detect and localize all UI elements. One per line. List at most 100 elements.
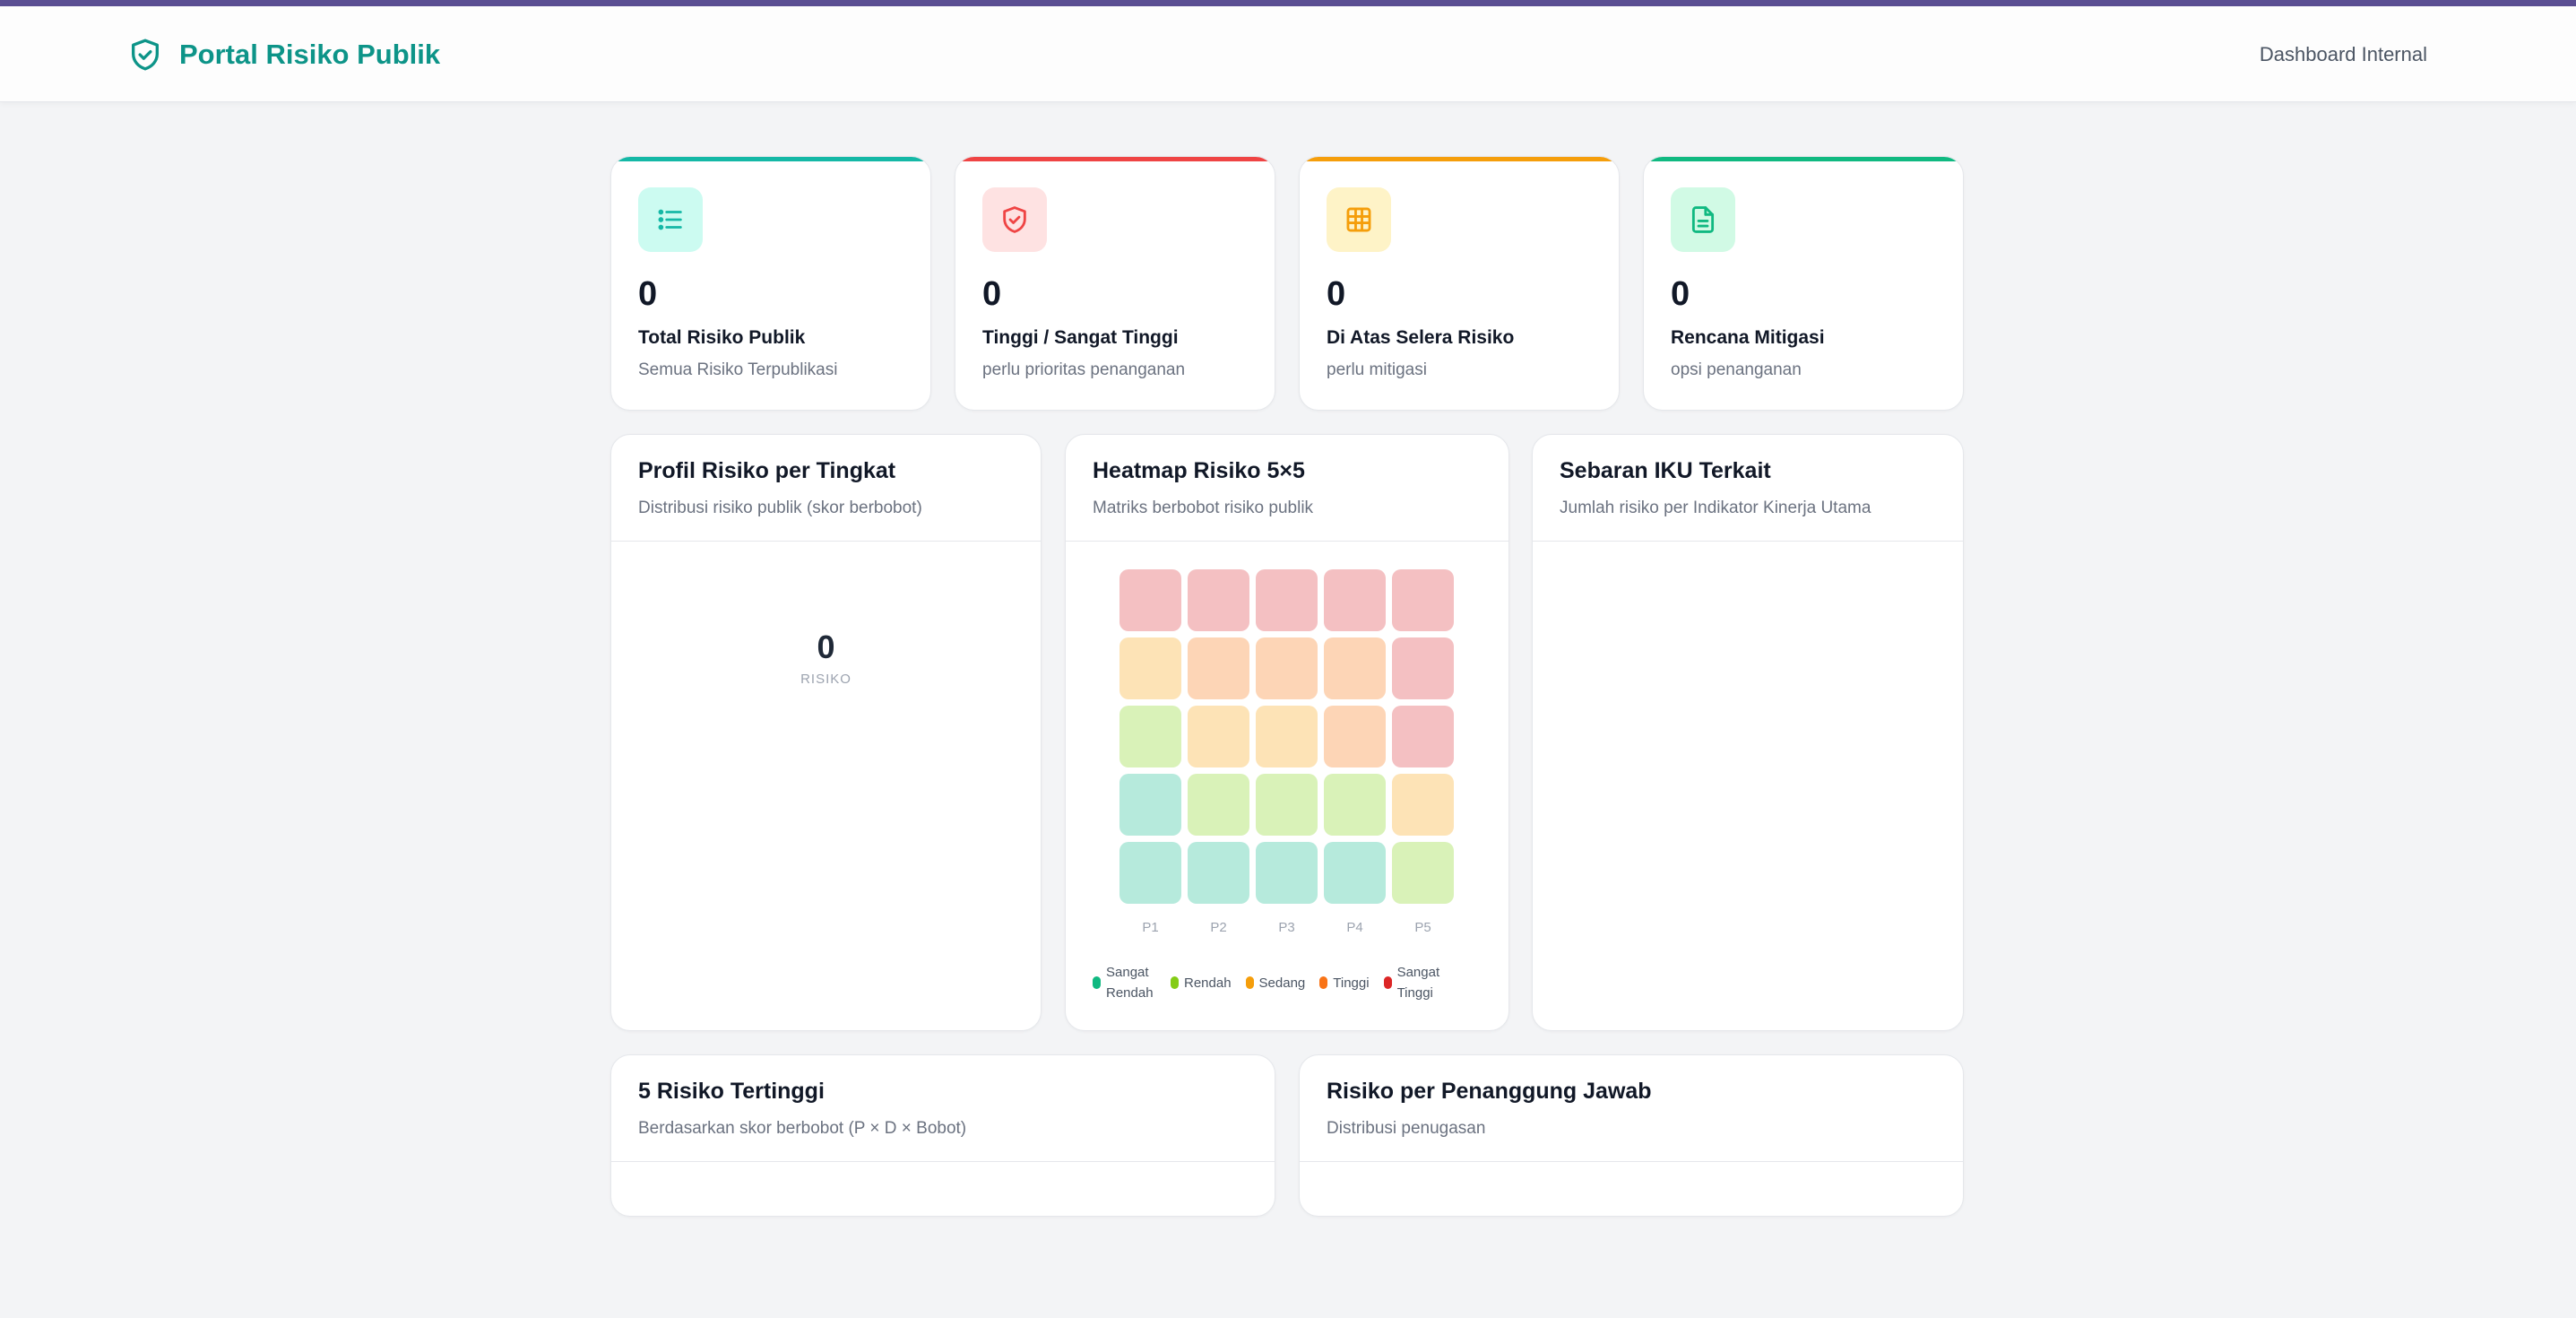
x-axis-label: P1 xyxy=(1142,920,1159,935)
stat-value: 0 xyxy=(638,275,658,313)
heatmap-cell[interactable] xyxy=(1119,569,1181,631)
donut-center: 0 RISIKO xyxy=(611,629,1041,687)
shield-logo-icon xyxy=(132,39,159,71)
panel-title: Heatmap Risiko 5×5 xyxy=(1093,458,1305,483)
legend-item: Sangat Tinggi xyxy=(1383,962,1444,1003)
legend-dot xyxy=(1171,976,1179,989)
stat-subtext: opsi penanganan xyxy=(1671,360,1802,379)
legend-item: Rendah xyxy=(1171,973,1232,993)
legend-label: Sedang xyxy=(1258,975,1306,991)
risk-profile-panel: Profil Risiko per Tingkat Distribusi ris… xyxy=(610,434,1042,1031)
heatmap-cell[interactable] xyxy=(1119,706,1181,767)
panel-title: Profil Risiko per Tingkat xyxy=(638,458,896,483)
stat-label: Tinggi / Sangat Tinggi xyxy=(982,327,1179,348)
iku-panel: Sebaran IKU Terkait Jumlah risiko per In… xyxy=(1532,434,1964,1031)
stat-label: Di Atas Selera Risiko xyxy=(1327,327,1515,348)
brand[interactable]: Portal Risiko Publik xyxy=(127,37,440,73)
heatmap-cell[interactable] xyxy=(1256,774,1318,836)
heatmap-panel: Heatmap Risiko 5×5 Matriks berbobot risi… xyxy=(1065,434,1509,1031)
stat-card-mitigation: 0 Rencana Mitigasi opsi penanganan xyxy=(1643,156,1964,411)
heatmap-cell[interactable] xyxy=(1392,842,1454,904)
panel-subtitle: Distribusi risiko publik (skor berbobot) xyxy=(638,499,922,517)
stat-subtext: perlu mitigasi xyxy=(1327,360,1427,379)
total-risk-count: 0 xyxy=(817,629,835,665)
stat-value: 0 xyxy=(1327,275,1346,313)
heatmap-cell[interactable] xyxy=(1119,637,1181,699)
panel-header: Profil Risiko per Tingkat Distribusi ris… xyxy=(611,435,1041,542)
brand-title: Portal Risiko Publik xyxy=(179,39,441,70)
legend-item: Tinggi xyxy=(1319,973,1370,993)
heatmap-cell[interactable] xyxy=(1324,569,1386,631)
panel-subtitle: Berdasarkan skor berbobot (P × D × Bobot… xyxy=(638,1119,967,1138)
document-icon xyxy=(1691,206,1715,233)
stat-icon-box xyxy=(982,187,1047,252)
legend-label: Sangat Rendah xyxy=(1106,965,1154,1001)
stat-icon-box xyxy=(1671,187,1735,252)
stat-label: Total Risiko Publik xyxy=(638,327,806,348)
stat-subtext: perlu prioritas penanganan xyxy=(982,360,1186,379)
card-accent-bar xyxy=(1300,157,1619,161)
panel-subtitle: Matriks berbobot risiko publik xyxy=(1093,499,1314,517)
top5-risks-panel: 5 Risiko Tertinggi Berdasarkan skor berb… xyxy=(610,1054,1275,1217)
x-axis-label: P5 xyxy=(1414,920,1431,935)
legend-item: Sangat Rendah xyxy=(1093,962,1156,1003)
grid-icon xyxy=(1346,207,1371,232)
x-axis-label: P2 xyxy=(1210,920,1227,935)
x-axis-label: P3 xyxy=(1278,920,1295,935)
legend-dot xyxy=(1383,976,1392,989)
stat-icon-box xyxy=(638,187,703,252)
legend-dot xyxy=(1093,976,1101,989)
card-accent-bar xyxy=(611,157,930,161)
total-risk-label: RISIKO xyxy=(800,672,851,687)
legend-label: Tinggi xyxy=(1333,975,1370,991)
heatmap-cell[interactable] xyxy=(1392,637,1454,699)
heatmap-cell[interactable] xyxy=(1188,842,1249,904)
legend-dot xyxy=(1319,976,1328,989)
legend-dot xyxy=(1245,976,1254,989)
heatmap-cell[interactable] xyxy=(1188,774,1249,836)
heatmap-cell[interactable] xyxy=(1256,842,1318,904)
heatmap-cell[interactable] xyxy=(1392,774,1454,836)
top-accent-bar xyxy=(0,0,2576,6)
stat-card-high: 0 Tinggi / Sangat Tinggi perlu prioritas… xyxy=(955,156,1275,411)
stat-value: 0 xyxy=(982,275,1002,313)
stat-icon-box xyxy=(1327,187,1391,252)
heatmap-cell[interactable] xyxy=(1324,842,1386,904)
heatmap-cell[interactable] xyxy=(1392,569,1454,631)
panel-title: Risiko per Penanggung Jawab xyxy=(1327,1079,1652,1104)
heatmap-x-axis: P1 P2 P3 P4 P5 xyxy=(1119,920,1454,935)
stat-card-total: 0 Total Risiko Publik Semua Risiko Terpu… xyxy=(610,156,931,411)
legend-item: Sedang xyxy=(1245,973,1306,993)
heatmap-cell[interactable] xyxy=(1256,637,1318,699)
list-icon xyxy=(658,209,682,230)
panel-header: Heatmap Risiko 5×5 Matriks berbobot risi… xyxy=(1066,435,1508,542)
heatmap-cell[interactable] xyxy=(1188,569,1249,631)
heatmap-cell[interactable] xyxy=(1256,569,1318,631)
stat-subtext: Semua Risiko Terpublikasi xyxy=(638,360,838,379)
dashboard-internal-link[interactable]: Dashboard Internal xyxy=(2259,43,2427,65)
x-axis-label: P4 xyxy=(1346,920,1363,935)
panel-title: Sebaran IKU Terkait xyxy=(1560,458,1771,483)
panel-title: 5 Risiko Tertinggi xyxy=(638,1079,825,1104)
navbar: Portal Risiko Publik Dashboard Internal xyxy=(0,6,2576,102)
legend-label: Sangat Tinggi xyxy=(1396,965,1440,1001)
heatmap-cell[interactable] xyxy=(1256,706,1318,767)
heatmap-cell[interactable] xyxy=(1188,637,1249,699)
panel-subtitle: Jumlah risiko per Indikator Kinerja Utam… xyxy=(1560,499,1871,517)
heatmap-cell[interactable] xyxy=(1119,774,1181,836)
risk-owners-panel: Risiko per Penanggung Jawab Distribusi p… xyxy=(1299,1054,1964,1217)
panel-header: Sebaran IKU Terkait Jumlah risiko per In… xyxy=(1533,435,1963,542)
panel-subtitle: Distribusi penugasan xyxy=(1327,1119,1486,1138)
card-accent-bar xyxy=(1644,157,1963,161)
legend-label: Rendah xyxy=(1184,975,1232,991)
heatmap-cell[interactable] xyxy=(1324,774,1386,836)
shield-check-icon xyxy=(1003,206,1026,233)
heatmap-cell[interactable] xyxy=(1188,706,1249,767)
heatmap-legend: Sangat Rendah Rendah Sedang Tinggi Sanga… xyxy=(1093,962,1444,1003)
heatmap-cell[interactable] xyxy=(1324,637,1386,699)
heatmap-cell[interactable] xyxy=(1119,842,1181,904)
stat-card-above-appetite: 0 Di Atas Selera Risiko perlu mitigasi xyxy=(1299,156,1620,411)
card-accent-bar xyxy=(955,157,1275,161)
heatmap-cell[interactable] xyxy=(1392,706,1454,767)
heatmap-cell[interactable] xyxy=(1324,706,1386,767)
